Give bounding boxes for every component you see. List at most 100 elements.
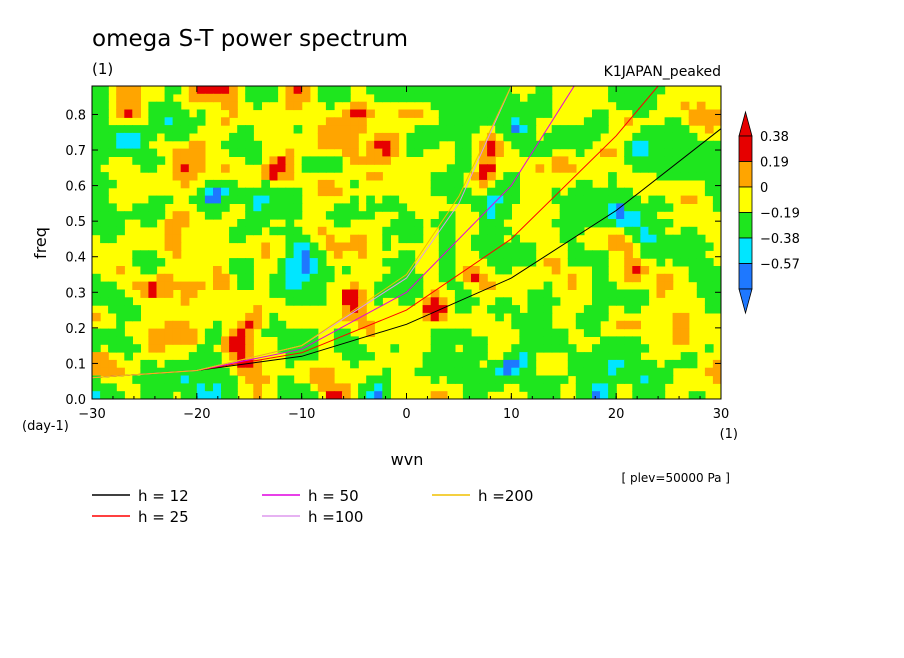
- heatmap-cell: [446, 273, 456, 283]
- heatmap-cell: [583, 375, 593, 384]
- heatmap-cell: [92, 164, 101, 173]
- heatmap-cell: [511, 320, 520, 330]
- colorbar-upper-arrow: [738, 110, 753, 137]
- heatmap-cell: [454, 179, 464, 189]
- heatmap-cell: [317, 187, 327, 197]
- heatmap-cell: [422, 305, 432, 314]
- heatmap-cell: [527, 250, 537, 259]
- heatmap-cell: [462, 336, 472, 345]
- heatmap-cell: [479, 375, 488, 384]
- heatmap-cell: [309, 328, 319, 337]
- heatmap-cell: [172, 148, 182, 157]
- heatmap-cell: [390, 258, 400, 267]
- heatmap-cell: [471, 273, 480, 283]
- heatmap-cell: [213, 273, 222, 283]
- heatmap-cell: [188, 359, 198, 369]
- heatmap-cell: [712, 172, 721, 181]
- heatmap-cell: [680, 359, 690, 369]
- heatmap-cell: [503, 109, 512, 118]
- heatmap-cell: [696, 250, 706, 259]
- heatmap-cell: [382, 86, 391, 95]
- heatmap-cell: [543, 93, 553, 103]
- heatmap-cell: [471, 352, 480, 361]
- heatmap-cell: [301, 156, 311, 165]
- heatmap-cell: [180, 383, 190, 392]
- heatmap-cell: [519, 352, 529, 361]
- heatmap-cell: [92, 132, 101, 142]
- heatmap-cell: [172, 117, 182, 126]
- heatmap-cell: [301, 336, 311, 345]
- heatmap-cell: [535, 140, 545, 150]
- heatmap-cell: [454, 125, 464, 134]
- heatmap-cell: [277, 375, 287, 384]
- heatmap-cell: [712, 187, 721, 197]
- heatmap-cell: [390, 140, 400, 150]
- heatmap-cell: [245, 320, 254, 330]
- heatmap-cell: [293, 336, 303, 345]
- heatmap-cell: [479, 336, 488, 345]
- heatmap-cell: [301, 352, 311, 361]
- heatmap-cell: [132, 156, 141, 165]
- heatmap-cell: [277, 289, 287, 298]
- heatmap-cell: [398, 281, 408, 290]
- heatmap-cell: [696, 281, 706, 290]
- heatmap-cell: [438, 226, 448, 236]
- heatmap-cell: [624, 359, 633, 369]
- heatmap-cell: [100, 93, 109, 103]
- heatmap-cell: [648, 375, 658, 384]
- heatmap-cell: [253, 320, 262, 330]
- heatmap-cell: [527, 305, 537, 314]
- heatmap-cell: [575, 320, 585, 330]
- heatmap-cell: [148, 164, 158, 173]
- heatmap-cell: [237, 344, 246, 353]
- heatmap-cell: [551, 132, 561, 142]
- heatmap-cell: [487, 195, 496, 204]
- heatmap-cell: [704, 281, 714, 290]
- heatmap-cell: [406, 258, 416, 267]
- heatmap-cell: [325, 101, 335, 111]
- heatmap-cell: [350, 148, 359, 157]
- heatmap-cell: [640, 297, 650, 306]
- heatmap-cell: [140, 359, 150, 369]
- heatmap-cell: [132, 250, 141, 259]
- heatmap-cell: [608, 281, 617, 290]
- heatmap-cell: [454, 117, 464, 126]
- heatmap-cell: [503, 203, 512, 212]
- heatmap-cell: [229, 101, 238, 111]
- heatmap-cell: [156, 156, 166, 165]
- heatmap-cell: [430, 305, 440, 314]
- heatmap-cell: [196, 156, 206, 165]
- colorbar-segment: [738, 212, 753, 239]
- heatmap-cell: [583, 187, 593, 197]
- heatmap-cell: [221, 367, 230, 377]
- heatmap-cell: [277, 156, 287, 165]
- heatmap-cell: [229, 352, 238, 361]
- heatmap-cell: [503, 187, 512, 197]
- heatmap-cell: [454, 289, 464, 298]
- heatmap-cell: [374, 140, 383, 150]
- heatmap-cell: [245, 140, 254, 150]
- heatmap-cell: [487, 367, 496, 377]
- heatmap-cell: [616, 195, 625, 204]
- heatmap-cell: [438, 367, 448, 377]
- heatmap-cell: [358, 250, 367, 259]
- heatmap-cell: [688, 242, 698, 251]
- heatmap-cell: [495, 359, 504, 369]
- heatmap-cell: [543, 297, 553, 306]
- heatmap-cell: [293, 234, 303, 244]
- heatmap-cell: [325, 234, 335, 244]
- heatmap-cell: [164, 86, 174, 95]
- heatmap-cell: [92, 226, 101, 236]
- heatmap-cell: [164, 367, 174, 377]
- heatmap-cell: [382, 242, 391, 251]
- heatmap-cell: [527, 312, 537, 322]
- heatmap-cell: [696, 266, 706, 275]
- heatmap-cell: [414, 367, 424, 377]
- heatmap-cell: [704, 148, 714, 157]
- heatmap-cell: [172, 320, 182, 330]
- heatmap-cell: [406, 234, 416, 244]
- heatmap-cell: [672, 359, 682, 369]
- heatmap-cell: [132, 86, 141, 95]
- heatmap-cell: [608, 234, 617, 244]
- heatmap-cell: [640, 148, 650, 157]
